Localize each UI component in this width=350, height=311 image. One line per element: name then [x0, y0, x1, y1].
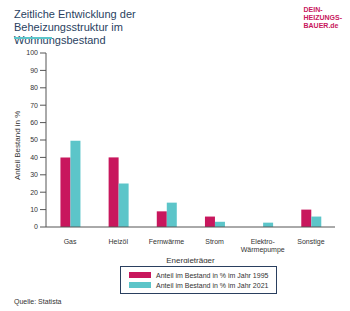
- html-text:HEIZUNGS-: HEIZUNGS-: [303, 14, 342, 21]
- svg-text:50: 50: [30, 136, 38, 143]
- html-text:DEIN-: DEIN-: [303, 6, 323, 13]
- svg-text:80: 80: [30, 84, 38, 91]
- html-text:Zeitliche Entwicklung der Behe: Zeitliche Entwicklung der Beheizungsstru…: [14, 8, 136, 46]
- svg-text:100: 100: [26, 49, 38, 56]
- html-text:Anteil im Bestand in % im Jahr: Anteil im Bestand in % im Jahr 2021: [156, 281, 269, 289]
- svg-text:Strom: Strom: [205, 238, 224, 245]
- svg-text:Sonstige: Sonstige: [297, 238, 324, 246]
- svg-text:Gas: Gas: [64, 238, 77, 245]
- svg-text:90: 90: [30, 67, 38, 74]
- svg-text:10: 10: [30, 206, 38, 213]
- html-text:BAUER.de: BAUER.de: [303, 22, 339, 29]
- svg-text:30: 30: [30, 171, 38, 178]
- svg-text:Elektro-Wärmepumpe: Elektro-Wärmepumpe: [241, 238, 285, 254]
- svg-text:Anteil Bestand in %: Anteil Bestand in %: [13, 111, 22, 180]
- svg-text:70: 70: [30, 102, 38, 109]
- svg-text:Energieträger: Energieträger: [166, 256, 215, 263]
- svg-text:60: 60: [30, 119, 38, 126]
- html-text:Quelle: Statista: Quelle: Statista: [14, 298, 62, 305]
- svg-text:0: 0: [34, 223, 38, 230]
- svg-text:Fernwärme: Fernwärme: [149, 238, 185, 245]
- svg-text:Heizöl: Heizöl: [109, 238, 129, 245]
- svg-text:20: 20: [30, 189, 38, 196]
- svg-text:40: 40: [30, 154, 38, 161]
- html-text:Anteil im Bestand in % im Jahr: Anteil im Bestand in % im Jahr 1995: [156, 271, 269, 279]
